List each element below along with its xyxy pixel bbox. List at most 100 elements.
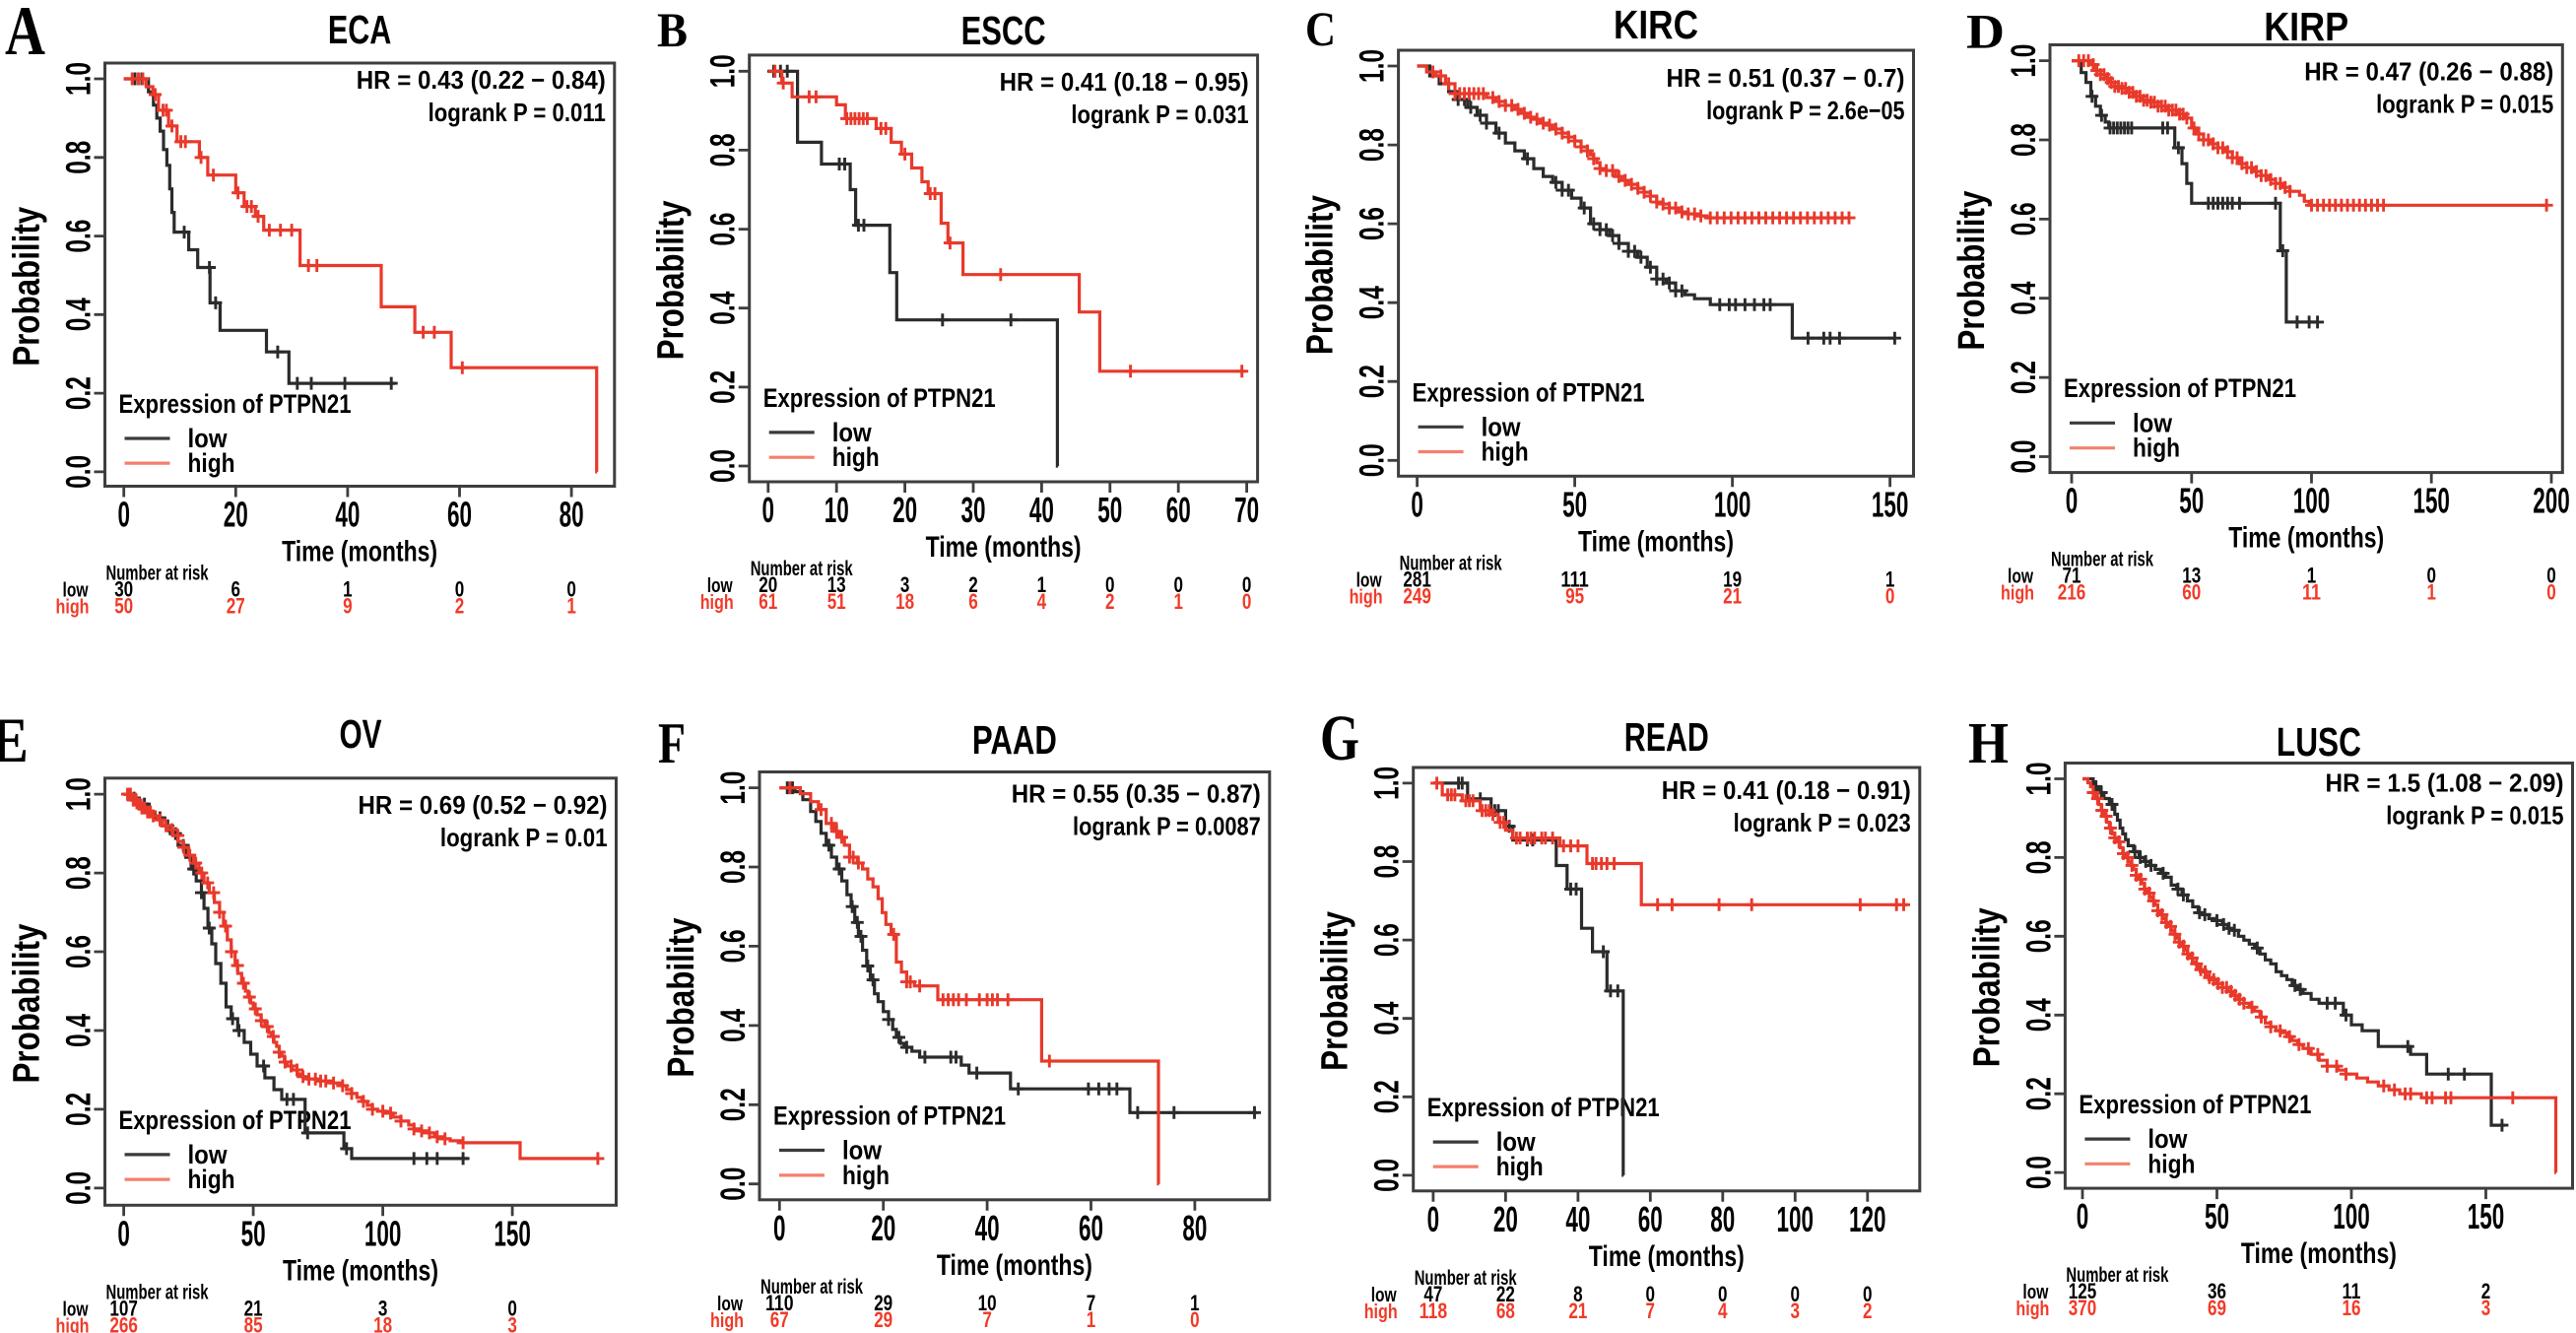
svg-text:20: 20 xyxy=(224,495,248,535)
svg-text:Number at risk: Number at risk xyxy=(2051,549,2153,571)
svg-text:Time (months): Time (months) xyxy=(1578,525,1734,558)
svg-text:logrank P = 0.031: logrank P = 0.031 xyxy=(1071,100,1248,129)
svg-text:370: 370 xyxy=(2069,1296,2097,1320)
svg-text:0: 0 xyxy=(1242,572,1252,597)
svg-text:E: E xyxy=(0,705,29,776)
svg-text:80: 80 xyxy=(560,495,584,535)
svg-text:high: high xyxy=(1496,1152,1544,1181)
svg-text:low: low xyxy=(1371,1285,1397,1306)
svg-text:Number at risk: Number at risk xyxy=(1400,552,1502,574)
svg-text:16: 16 xyxy=(2343,1296,2361,1320)
svg-text:0.4: 0.4 xyxy=(1354,286,1392,319)
svg-text:0.2: 0.2 xyxy=(60,376,99,410)
svg-text:0.4: 0.4 xyxy=(704,291,743,324)
svg-text:0.8: 0.8 xyxy=(2005,123,2043,157)
svg-text:0: 0 xyxy=(1863,1282,1873,1306)
svg-text:H: H xyxy=(1968,710,2009,775)
svg-text:61: 61 xyxy=(759,589,777,614)
svg-text:Time (months): Time (months) xyxy=(282,536,437,568)
svg-text:Expression of PTPN21: Expression of PTPN21 xyxy=(119,1105,352,1135)
svg-text:Time (months): Time (months) xyxy=(2241,1237,2397,1270)
svg-text:47: 47 xyxy=(1423,1282,1442,1306)
svg-text:low: low xyxy=(1356,569,1382,591)
svg-text:80: 80 xyxy=(1710,1199,1735,1239)
svg-text:0.0: 0.0 xyxy=(60,1171,99,1205)
svg-text:20: 20 xyxy=(892,490,917,530)
svg-text:8: 8 xyxy=(1573,1282,1583,1306)
svg-text:low: low xyxy=(1482,412,1522,441)
svg-text:0.2: 0.2 xyxy=(2019,1077,2058,1110)
svg-text:95: 95 xyxy=(1565,583,1584,608)
svg-text:70: 70 xyxy=(1234,490,1259,530)
svg-text:HR = 0.55 (0.35 − 0.87): HR = 0.55 (0.35 − 0.87) xyxy=(1012,779,1261,809)
svg-text:HR = 0.47 (0.26 − 0.88): HR = 0.47 (0.26 − 0.88) xyxy=(2304,57,2553,87)
svg-text:3: 3 xyxy=(2481,1296,2491,1320)
svg-text:1: 1 xyxy=(566,594,576,619)
svg-text:HR = 0.51 (0.37 − 0.7): HR = 0.51 (0.37 − 0.7) xyxy=(1667,63,1905,93)
svg-text:60: 60 xyxy=(1166,490,1191,530)
svg-text:7: 7 xyxy=(1646,1299,1656,1323)
svg-text:2: 2 xyxy=(1863,1299,1873,1323)
svg-text:111: 111 xyxy=(1560,567,1589,591)
svg-text:low: low xyxy=(832,418,873,447)
svg-text:21: 21 xyxy=(1568,1299,1587,1323)
svg-text:0.2: 0.2 xyxy=(2005,361,2043,394)
svg-text:0: 0 xyxy=(1411,484,1423,524)
svg-text:1: 1 xyxy=(343,577,353,602)
svg-text:high: high xyxy=(56,597,90,619)
svg-text:51: 51 xyxy=(827,589,846,614)
svg-text:D: D xyxy=(1966,4,2005,59)
svg-text:ECA: ECA xyxy=(328,7,392,52)
svg-text:50: 50 xyxy=(1562,484,1587,524)
svg-text:200: 200 xyxy=(2533,481,2570,521)
svg-text:1.0: 1.0 xyxy=(60,62,99,96)
svg-text:low: low xyxy=(2022,1282,2048,1303)
svg-text:Probability: Probability xyxy=(7,207,48,367)
svg-text:Number at risk: Number at risk xyxy=(106,563,209,585)
svg-text:266: 266 xyxy=(109,1312,138,1333)
svg-text:6: 6 xyxy=(968,589,978,614)
svg-text:1: 1 xyxy=(2426,580,2436,605)
svg-text:0: 0 xyxy=(2066,481,2079,521)
svg-text:HR = 0.69 (0.52 − 0.92): HR = 0.69 (0.52 − 0.92) xyxy=(359,790,608,820)
svg-text:30: 30 xyxy=(114,577,133,602)
svg-text:low: low xyxy=(2133,408,2173,437)
svg-text:low: low xyxy=(842,1136,883,1166)
svg-text:60: 60 xyxy=(1079,1208,1103,1248)
svg-text:100: 100 xyxy=(1777,1199,1815,1239)
svg-text:Time (months): Time (months) xyxy=(1589,1240,1745,1273)
svg-text:0.8: 0.8 xyxy=(1354,128,1392,162)
svg-text:19: 19 xyxy=(1723,567,1742,591)
svg-text:ESCC: ESCC xyxy=(961,8,1046,53)
svg-text:10: 10 xyxy=(978,1291,997,1315)
svg-text:high: high xyxy=(1350,586,1383,608)
svg-text:1.0: 1.0 xyxy=(714,771,753,805)
svg-text:Time (months): Time (months) xyxy=(2228,522,2384,555)
svg-text:high: high xyxy=(2147,1149,2195,1178)
svg-text:A: A xyxy=(5,0,45,70)
svg-text:0.6: 0.6 xyxy=(60,220,99,253)
svg-text:0.4: 0.4 xyxy=(714,1009,753,1042)
svg-text:0.6: 0.6 xyxy=(1368,923,1407,957)
svg-text:Expression of PTPN21: Expression of PTPN21 xyxy=(2064,373,2296,403)
svg-text:7: 7 xyxy=(982,1307,992,1332)
svg-text:150: 150 xyxy=(494,1213,531,1253)
svg-text:Expression of PTPN21: Expression of PTPN21 xyxy=(1427,1093,1660,1122)
svg-text:3: 3 xyxy=(1791,1299,1801,1323)
svg-text:50: 50 xyxy=(2205,1196,2229,1236)
svg-text:11: 11 xyxy=(2302,580,2321,605)
svg-text:20: 20 xyxy=(871,1208,895,1248)
svg-text:3: 3 xyxy=(507,1312,517,1333)
svg-text:4: 4 xyxy=(1718,1299,1728,1323)
svg-text:logrank P = 0.01: logrank P = 0.01 xyxy=(440,823,608,852)
svg-text:0: 0 xyxy=(1718,1282,1728,1306)
svg-text:0.0: 0.0 xyxy=(2019,1156,2058,1189)
svg-text:logrank P = 2.6e−05: logrank P = 2.6e−05 xyxy=(1706,96,1904,125)
svg-text:0: 0 xyxy=(117,1213,130,1253)
svg-text:logrank P = 0.015: logrank P = 0.015 xyxy=(2376,90,2553,119)
svg-text:1.0: 1.0 xyxy=(60,777,99,811)
svg-text:0.6: 0.6 xyxy=(2019,919,2058,953)
svg-text:40: 40 xyxy=(335,495,360,535)
svg-text:1: 1 xyxy=(1190,1291,1200,1315)
svg-text:Expression of PTPN21: Expression of PTPN21 xyxy=(2079,1090,2311,1119)
